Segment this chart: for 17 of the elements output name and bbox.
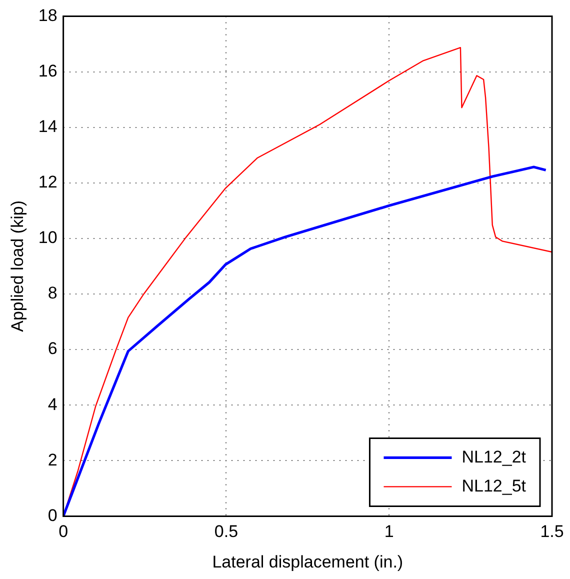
y-tick-label: 6	[48, 339, 58, 358]
y-tick-label: 0	[48, 506, 58, 525]
x-tick-label: 1.5	[540, 522, 564, 542]
legend-label: NL12_5t	[462, 476, 526, 496]
y-tick-label: 16	[38, 61, 58, 80]
y-axis-title: Applied load (kip)	[8, 200, 27, 332]
y-tick-label: 4	[48, 394, 58, 414]
x-tick-label: 0.5	[214, 522, 238, 542]
y-tick-label: 8	[48, 284, 58, 303]
x-tick-label: 1	[384, 522, 394, 542]
x-axis-title: Lateral displacement (in.)	[212, 552, 404, 572]
y-tick-label: 12	[38, 172, 58, 192]
y-tick-label: 10	[38, 228, 58, 248]
y-tick-label: 2	[48, 450, 58, 470]
y-tick-label: 18	[38, 6, 58, 25]
legend-label: NL12_2t	[462, 447, 526, 466]
y-tick-label: 14	[38, 117, 58, 136]
